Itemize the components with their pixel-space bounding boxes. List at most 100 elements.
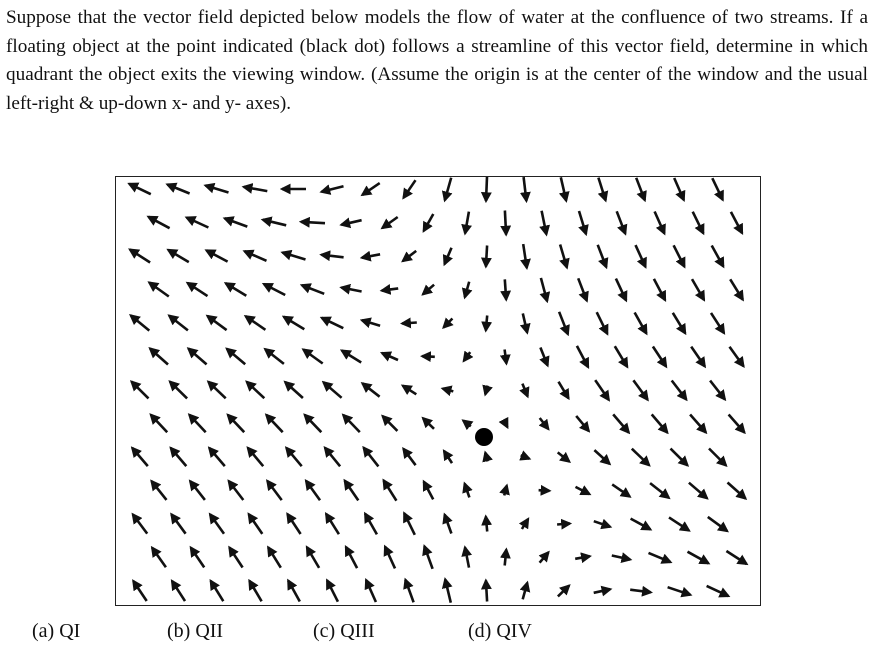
field-arrow <box>707 515 729 533</box>
field-arrow <box>280 249 306 261</box>
field-arrow <box>261 282 286 297</box>
field-arrow <box>323 446 342 468</box>
field-arrow <box>188 479 206 501</box>
field-arrow <box>461 281 473 300</box>
field-arrow <box>263 347 285 365</box>
field-arrow <box>148 347 169 366</box>
field-arrow <box>481 514 493 532</box>
field-arrow <box>653 210 666 236</box>
field-arrow <box>615 210 628 236</box>
field-arrow <box>611 483 632 498</box>
choice-a[interactable]: (a) QI <box>32 620 81 642</box>
field-arrow <box>226 413 246 434</box>
choice-c[interactable]: (c) QIII <box>313 620 375 642</box>
question-text: Suppose that the vector field depicted b… <box>6 7 868 114</box>
field-arrow <box>166 248 190 264</box>
field-arrow <box>690 278 706 302</box>
field-arrow <box>265 479 283 501</box>
field-arrow <box>499 483 510 496</box>
field-arrow <box>382 478 398 502</box>
field-arrow <box>650 413 669 435</box>
object-position-dot <box>475 428 493 446</box>
field-arrow <box>364 578 378 603</box>
field-arrow <box>319 316 344 330</box>
field-arrow <box>441 577 453 604</box>
field-arrow <box>670 379 688 402</box>
field-arrow <box>652 278 667 303</box>
field-arrow <box>499 349 511 366</box>
field-arrow <box>170 579 187 602</box>
field-arrow <box>647 551 673 564</box>
field-arrow <box>519 177 531 204</box>
field-arrow <box>422 479 435 501</box>
field-arrow <box>363 511 379 536</box>
field-arrow <box>482 450 493 463</box>
field-arrow <box>379 351 399 362</box>
choice-d[interactable]: (d) QIV <box>468 620 532 642</box>
field-arrow <box>130 446 149 467</box>
field-arrow <box>246 446 265 468</box>
field-arrow <box>462 481 473 498</box>
field-arrow <box>669 447 690 467</box>
field-arrow <box>673 177 686 203</box>
field-arrow <box>556 584 571 598</box>
field-arrow <box>359 250 381 262</box>
field-arrow <box>267 545 282 569</box>
field-arrow <box>668 516 691 532</box>
field-arrow <box>440 385 454 397</box>
field-arrow <box>690 345 707 369</box>
field-arrow <box>260 216 287 228</box>
field-arrow <box>283 380 304 399</box>
field-arrow <box>633 311 648 336</box>
field-arrow <box>576 277 589 303</box>
field-arrow <box>281 315 305 331</box>
field-arrow <box>499 547 511 566</box>
field-arrow <box>185 281 209 298</box>
field-arrow <box>539 277 551 304</box>
field-arrow <box>248 578 263 602</box>
field-arrow <box>264 413 284 434</box>
field-arrow <box>574 485 592 496</box>
field-arrow <box>630 585 653 597</box>
field-arrow <box>577 210 589 237</box>
field-arrow <box>400 384 417 396</box>
field-arrow <box>209 578 225 602</box>
field-arrow <box>539 347 550 368</box>
field-arrow <box>402 179 417 200</box>
field-arrow <box>325 578 340 603</box>
field-arrow <box>634 177 647 203</box>
field-arrow <box>519 580 531 600</box>
field-arrow <box>651 345 668 369</box>
field-arrow <box>186 347 208 366</box>
field-arrow <box>686 550 711 565</box>
field-arrow <box>245 380 266 400</box>
field-arrow <box>442 449 454 464</box>
field-arrow <box>421 416 435 430</box>
choice-b[interactable]: (b) QII <box>167 620 224 642</box>
field-arrow <box>557 311 570 337</box>
field-arrow <box>539 210 551 237</box>
field-arrow <box>149 413 169 434</box>
field-arrow <box>422 544 434 570</box>
field-arrow <box>558 244 570 270</box>
field-arrow <box>594 379 611 402</box>
field-arrow <box>383 544 397 569</box>
field-arrow <box>500 210 512 237</box>
field-arrow <box>667 585 693 598</box>
field-arrow <box>146 215 171 230</box>
field-arrow <box>709 379 727 402</box>
field-arrow <box>184 216 209 229</box>
field-arrow <box>593 518 613 530</box>
field-arrow <box>165 182 191 195</box>
field-arrow <box>500 279 512 302</box>
field-arrow <box>688 481 709 500</box>
field-arrow <box>205 314 228 332</box>
field-arrow <box>575 345 590 370</box>
field-arrow <box>422 213 435 233</box>
field-arrow <box>689 413 708 435</box>
field-arrow <box>324 511 341 535</box>
field-arrow <box>222 216 248 228</box>
field-arrow <box>574 552 592 564</box>
field-arrow <box>710 244 725 269</box>
field-arrow <box>671 312 687 336</box>
